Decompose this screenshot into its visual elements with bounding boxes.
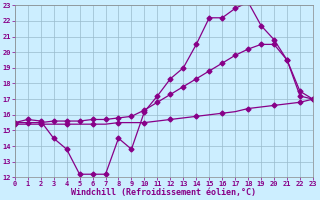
X-axis label: Windchill (Refroidissement éolien,°C): Windchill (Refroidissement éolien,°C) <box>71 188 256 197</box>
